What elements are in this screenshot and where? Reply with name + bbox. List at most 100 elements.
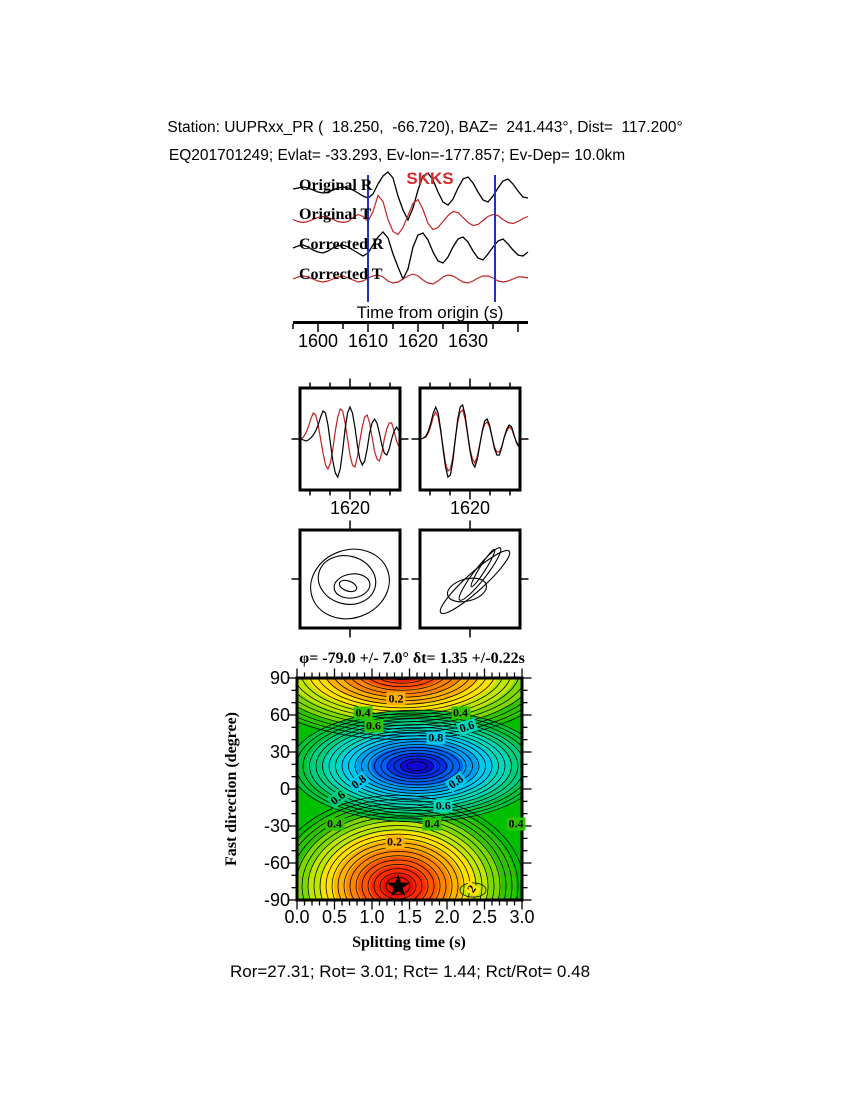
contour-line (297, 702, 522, 733)
contour-label-0.4: 0.4 (353, 705, 373, 720)
contour-ticks (287, 668, 532, 910)
contour-line (377, 678, 427, 684)
particle-panel-original (291, 520, 409, 638)
contour-line (328, 726, 506, 806)
phase-label-skks: SKKS (406, 169, 454, 188)
contour-line (361, 859, 435, 900)
xtick-2.0: 2.0 (434, 907, 460, 927)
ytick-60: 60 (269, 705, 290, 725)
contour-line (349, 851, 447, 900)
contour-line (309, 718, 522, 814)
overlay-trace (420, 403, 520, 479)
contour-line (297, 799, 519, 900)
contour-line (297, 695, 522, 730)
contour-line (297, 709, 522, 737)
contour-line (301, 816, 495, 900)
trace-label-corrected-r: Corrected R (299, 236, 384, 253)
contour-line (367, 744, 467, 788)
xtick-1.0: 1.0 (359, 907, 385, 927)
contour-label-0.2: 0.2 (386, 691, 406, 706)
contour-title: φ= -79.0 +/- 7.0° δt= 1.35 +/-0.22s (299, 650, 525, 667)
contour-line (380, 749, 454, 783)
particle-panel-corrected (411, 520, 529, 638)
contour-line (393, 755, 441, 777)
time-tick-1630: 1630 (447, 331, 489, 351)
xtick-0.5: 0.5 (321, 907, 348, 927)
ytick-0: 0 (279, 779, 290, 799)
contour-line (309, 678, 495, 712)
contour-line (373, 868, 423, 900)
ytick-m30: -30 (263, 816, 290, 836)
contour-line (301, 678, 503, 716)
contour-label-0.8: 0.8 (426, 730, 446, 745)
time-axis-label: Time from origin (s) (356, 303, 504, 322)
panel-right-tick-1620: 1620 (449, 498, 491, 518)
contour-line (368, 678, 436, 688)
particle-loop (333, 573, 371, 599)
particle-loop (338, 579, 358, 593)
particle-panel-frame (298, 528, 402, 630)
contour-line (374, 746, 460, 786)
contour-line (367, 863, 429, 900)
overlay-panel-frame (298, 386, 402, 492)
xtick-3.0: 3.0 (509, 907, 535, 927)
contour-line (406, 761, 428, 771)
particle-loop (458, 547, 502, 601)
event-header-line: EQ201701249; Evlat= -33.293, Ev-lon=-177… (168, 147, 626, 164)
contour-line (297, 678, 511, 719)
contour-line (297, 686, 522, 726)
contour-label-0.4: 0.4 (422, 816, 442, 831)
overlay-panel-1 (411, 378, 529, 500)
trace-original-r (292, 171, 529, 222)
trace-label-original-t: Original T (299, 206, 372, 223)
contour-line (355, 855, 441, 900)
contour-line (348, 735, 486, 797)
seismogram-traces-group (292, 171, 529, 332)
trace-corrected-t (292, 273, 529, 285)
overlay-trace (300, 405, 400, 479)
particle-loop (446, 577, 488, 603)
xtick-0.0: 0.0 (284, 907, 310, 927)
contour-line (388, 678, 416, 681)
time-tick-1600: 1600 (297, 331, 339, 351)
contour-line (341, 732, 493, 800)
contour-line (302, 715, 522, 817)
result-stats-line: Ror=27.31; Rot= 3.01; Rct= 1.44; Rct/Rot… (229, 962, 591, 981)
overlay-trace (300, 407, 400, 471)
contour-line (297, 709, 522, 823)
contour-line (322, 724, 512, 809)
contour-line (354, 738, 480, 794)
contour-label-0.2: 0.2 (385, 834, 404, 849)
contour-line (400, 758, 434, 774)
particle-loop (470, 548, 496, 588)
xtick-2.5: 2.5 (471, 907, 498, 927)
contour-line (317, 678, 487, 709)
trace-label-corrected-t: Corrected T (299, 266, 383, 283)
trace-corrected-r (292, 231, 529, 281)
station-header-line: Station: UUPRxx_PR ( 18.250, -66.720), B… (167, 119, 683, 136)
trace-original-t (292, 194, 529, 236)
contour-y-axis-label: Fast direction (degree) (223, 711, 240, 867)
overlay-panel-frame (418, 386, 522, 492)
contour-label-0.6: 0.6 (364, 718, 383, 733)
particle-loop (310, 548, 390, 620)
trace-label-original-r: Original R (299, 177, 373, 194)
contour-label-0.4: 0.4 (451, 705, 470, 720)
band-center-maximum-blue (400, 759, 434, 774)
ytick-90: 90 (269, 668, 290, 688)
contour-line (297, 712, 522, 820)
contour-line (297, 807, 507, 900)
time-tick-1610: 1610 (347, 331, 389, 351)
contour-line (315, 721, 519, 811)
overlay-panel-0 (291, 378, 409, 500)
contour-line (361, 741, 473, 791)
particle-loop (317, 555, 377, 605)
overlay-trace (420, 408, 520, 473)
ytick-30: 30 (269, 742, 290, 762)
contour-x-axis-label: Splitting time (s) (352, 934, 466, 951)
contour-line (335, 729, 499, 803)
best-solution-star (386, 874, 410, 897)
panel-left-tick-1620: 1620 (329, 498, 371, 518)
contour-label-0.6: 0.6 (433, 798, 453, 813)
